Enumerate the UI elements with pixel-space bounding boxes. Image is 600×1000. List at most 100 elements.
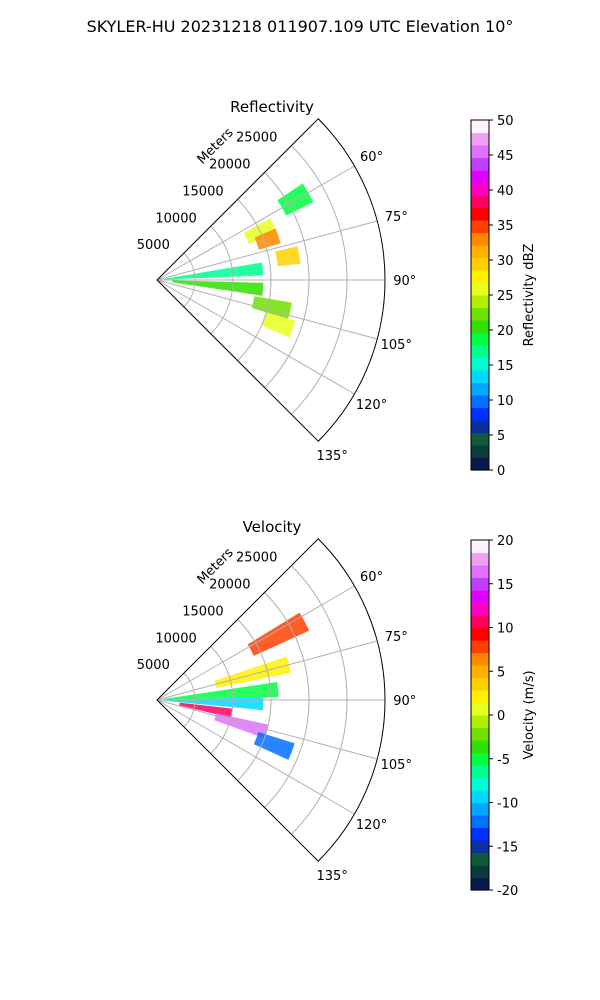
- velocity-echo-6: [253, 731, 295, 760]
- velocity-colorbar-swatch: [471, 815, 489, 829]
- reflectivity-colorbar-tick-label: 15: [497, 359, 514, 374]
- reflectivity-colorbar-swatch: [471, 445, 489, 459]
- velocity-range-ring-2: [237, 619, 272, 781]
- reflectivity-colorbar-tick-label: 45: [497, 149, 514, 164]
- velocity-colorbar-swatch: [471, 627, 489, 641]
- velocity-colorbar-swatch: [471, 615, 489, 629]
- reflectivity-colorbar-tick-label: 5: [497, 429, 505, 444]
- reflectivity-colorbar-swatch: [471, 157, 489, 171]
- velocity-colorbar-swatch: [471, 852, 489, 866]
- reflectivity-colorbar-swatch: [471, 207, 489, 221]
- velocity-colorbar-swatch: [471, 740, 489, 754]
- velocity-range-ring-4: [290, 565, 348, 835]
- reflectivity-radial-tick-label: 5000: [137, 238, 170, 253]
- reflectivity-colorbar-swatch: [471, 407, 489, 421]
- velocity-colorbar-swatch: [471, 602, 489, 616]
- velocity-title: Velocity: [243, 518, 302, 536]
- velocity-colorbar-swatch: [471, 777, 489, 791]
- reflectivity-azimuth-tick-label: 105°: [381, 338, 412, 353]
- velocity-colorbar-tick-label: -15: [497, 840, 518, 855]
- velocity-colorbar-swatch: [471, 715, 489, 729]
- velocity-radial-tick-label: 15000: [182, 604, 223, 619]
- reflectivity-range-ring-3: [264, 172, 310, 388]
- reflectivity-echo-7: [261, 312, 296, 338]
- reflectivity-colorbar-tick-label: 0: [497, 464, 505, 479]
- velocity-colorbar-tick-label: 10: [497, 622, 514, 637]
- velocity-colorbar: -20 -15 -10 -5 0 5 10 15 20 Velocity (m/s): [470, 534, 537, 899]
- reflectivity-colorbar-swatch: [471, 382, 489, 396]
- reflectivity-colorbar-swatch: [471, 320, 489, 334]
- reflectivity-radial-tick-label: 15000: [182, 184, 223, 199]
- reflectivity-colorbar-swatch: [471, 245, 489, 259]
- velocity-range-ring-0: [183, 672, 196, 728]
- reflectivity-colorbar-swatch: [471, 120, 489, 134]
- velocity-colorbar-label: Velocity (m/s): [522, 670, 537, 759]
- reflectivity-radial-tick-label: 25000: [236, 131, 277, 146]
- reflectivity-colorbar-swatch: [471, 232, 489, 246]
- velocity-colorbar-swatch: [471, 840, 489, 854]
- velocity-echo-1: [214, 656, 292, 688]
- reflectivity-echo-3: [275, 246, 301, 267]
- velocity-colorbar-swatch: [471, 727, 489, 741]
- velocity-range-ring-3: [264, 592, 310, 808]
- velocity-colorbar-swatch: [471, 877, 489, 891]
- reflectivity-colorbar-swatch: [471, 395, 489, 409]
- reflectivity-colorbar-swatch: [471, 145, 489, 159]
- velocity-colorbar-swatch: [471, 652, 489, 666]
- reflectivity-colorbar-tick-label: 10: [497, 394, 514, 409]
- velocity-colorbar-swatch: [471, 765, 489, 779]
- reflectivity-radial-tick-label: 20000: [209, 158, 250, 173]
- reflectivity-colorbar-swatch: [471, 182, 489, 196]
- velocity-colorbar-swatch: [471, 690, 489, 704]
- reflectivity-colorbar-tick-label: 25: [497, 289, 514, 304]
- velocity-azimuth-tick-label: 105°: [381, 758, 412, 773]
- reflectivity-colorbar: 0 5 10 15 20 25 30 35 40 45 50 Reflectivity dBZ: [470, 114, 537, 479]
- velocity-colorbar-swatch: [471, 552, 489, 566]
- velocity-colorbar-swatch: [471, 677, 489, 691]
- reflectivity-colorbar-swatch: [471, 257, 489, 271]
- velocity-azimuth-tick-label: 120°: [356, 818, 387, 833]
- reflectivity-range-ring-0: [183, 252, 196, 308]
- reflectivity-range-ring-4: [290, 145, 348, 415]
- velocity-radial-tick-label: 20000: [209, 578, 250, 593]
- velocity-colorbar-swatch: [471, 702, 489, 716]
- velocity-echo-2: [164, 682, 279, 700]
- reflectivity-colorbar-swatch: [471, 432, 489, 446]
- velocity-colorbar-tick-label: -5: [497, 753, 510, 768]
- figure-suptitle: SKYLER-HU 20231218 011907.109 UTC Elevat…: [87, 17, 514, 36]
- velocity-range-ring-1: [210, 645, 234, 755]
- reflectivity-azimuth-tick-label: 90°: [393, 274, 416, 289]
- velocity-radial-tick-label: 5000: [137, 658, 170, 673]
- velocity-sector-border: [156, 538, 386, 862]
- velocity-radial-tick-label: 10000: [155, 631, 196, 646]
- velocity-azimuth-tick-label: 90°: [393, 694, 416, 709]
- reflectivity-title: Reflectivity: [230, 98, 314, 116]
- velocity-colorbar-tick-label: 0: [497, 709, 505, 724]
- reflectivity-colorbar-swatch: [471, 307, 489, 321]
- reflectivity-azimuth-tick-label: 60°: [360, 150, 383, 165]
- velocity-colorbar-swatch: [471, 540, 489, 554]
- velocity-colorbar-tick-label: 5: [497, 665, 505, 680]
- velocity-colorbar-swatch: [471, 865, 489, 879]
- reflectivity-colorbar-tick-label: 30: [497, 254, 514, 269]
- reflectivity-colorbar-swatch: [471, 220, 489, 234]
- reflectivity-sector-border: [156, 118, 386, 442]
- velocity-azimuth-tick-label: 60°: [360, 570, 383, 585]
- velocity-colorbar-tick-label: 15: [497, 578, 514, 593]
- reflectivity-colorbar-tick-label: 50: [497, 114, 514, 129]
- velocity-colorbar-swatch: [471, 790, 489, 804]
- reflectivity-azimuth-tick-label: 75°: [385, 210, 408, 225]
- reflectivity-colorbar-swatch: [471, 270, 489, 284]
- reflectivity-colorbar-tick-label: 20: [497, 324, 514, 339]
- reflectivity-range-ring-2: [237, 199, 272, 361]
- velocity-colorbar-swatch: [471, 752, 489, 766]
- reflectivity-colorbar-tick-label: 40: [497, 184, 514, 199]
- reflectivity-colorbar-swatch: [471, 295, 489, 309]
- reflectivity-colorbar-swatch: [471, 357, 489, 371]
- velocity-colorbar-tick-label: 20: [497, 534, 514, 549]
- reflectivity-colorbar-tick-label: 35: [497, 219, 514, 234]
- reflectivity-colorbar-swatch: [471, 195, 489, 209]
- reflectivity-colorbar-label: Reflectivity dBZ: [522, 244, 537, 347]
- reflectivity-echoes: [164, 183, 314, 338]
